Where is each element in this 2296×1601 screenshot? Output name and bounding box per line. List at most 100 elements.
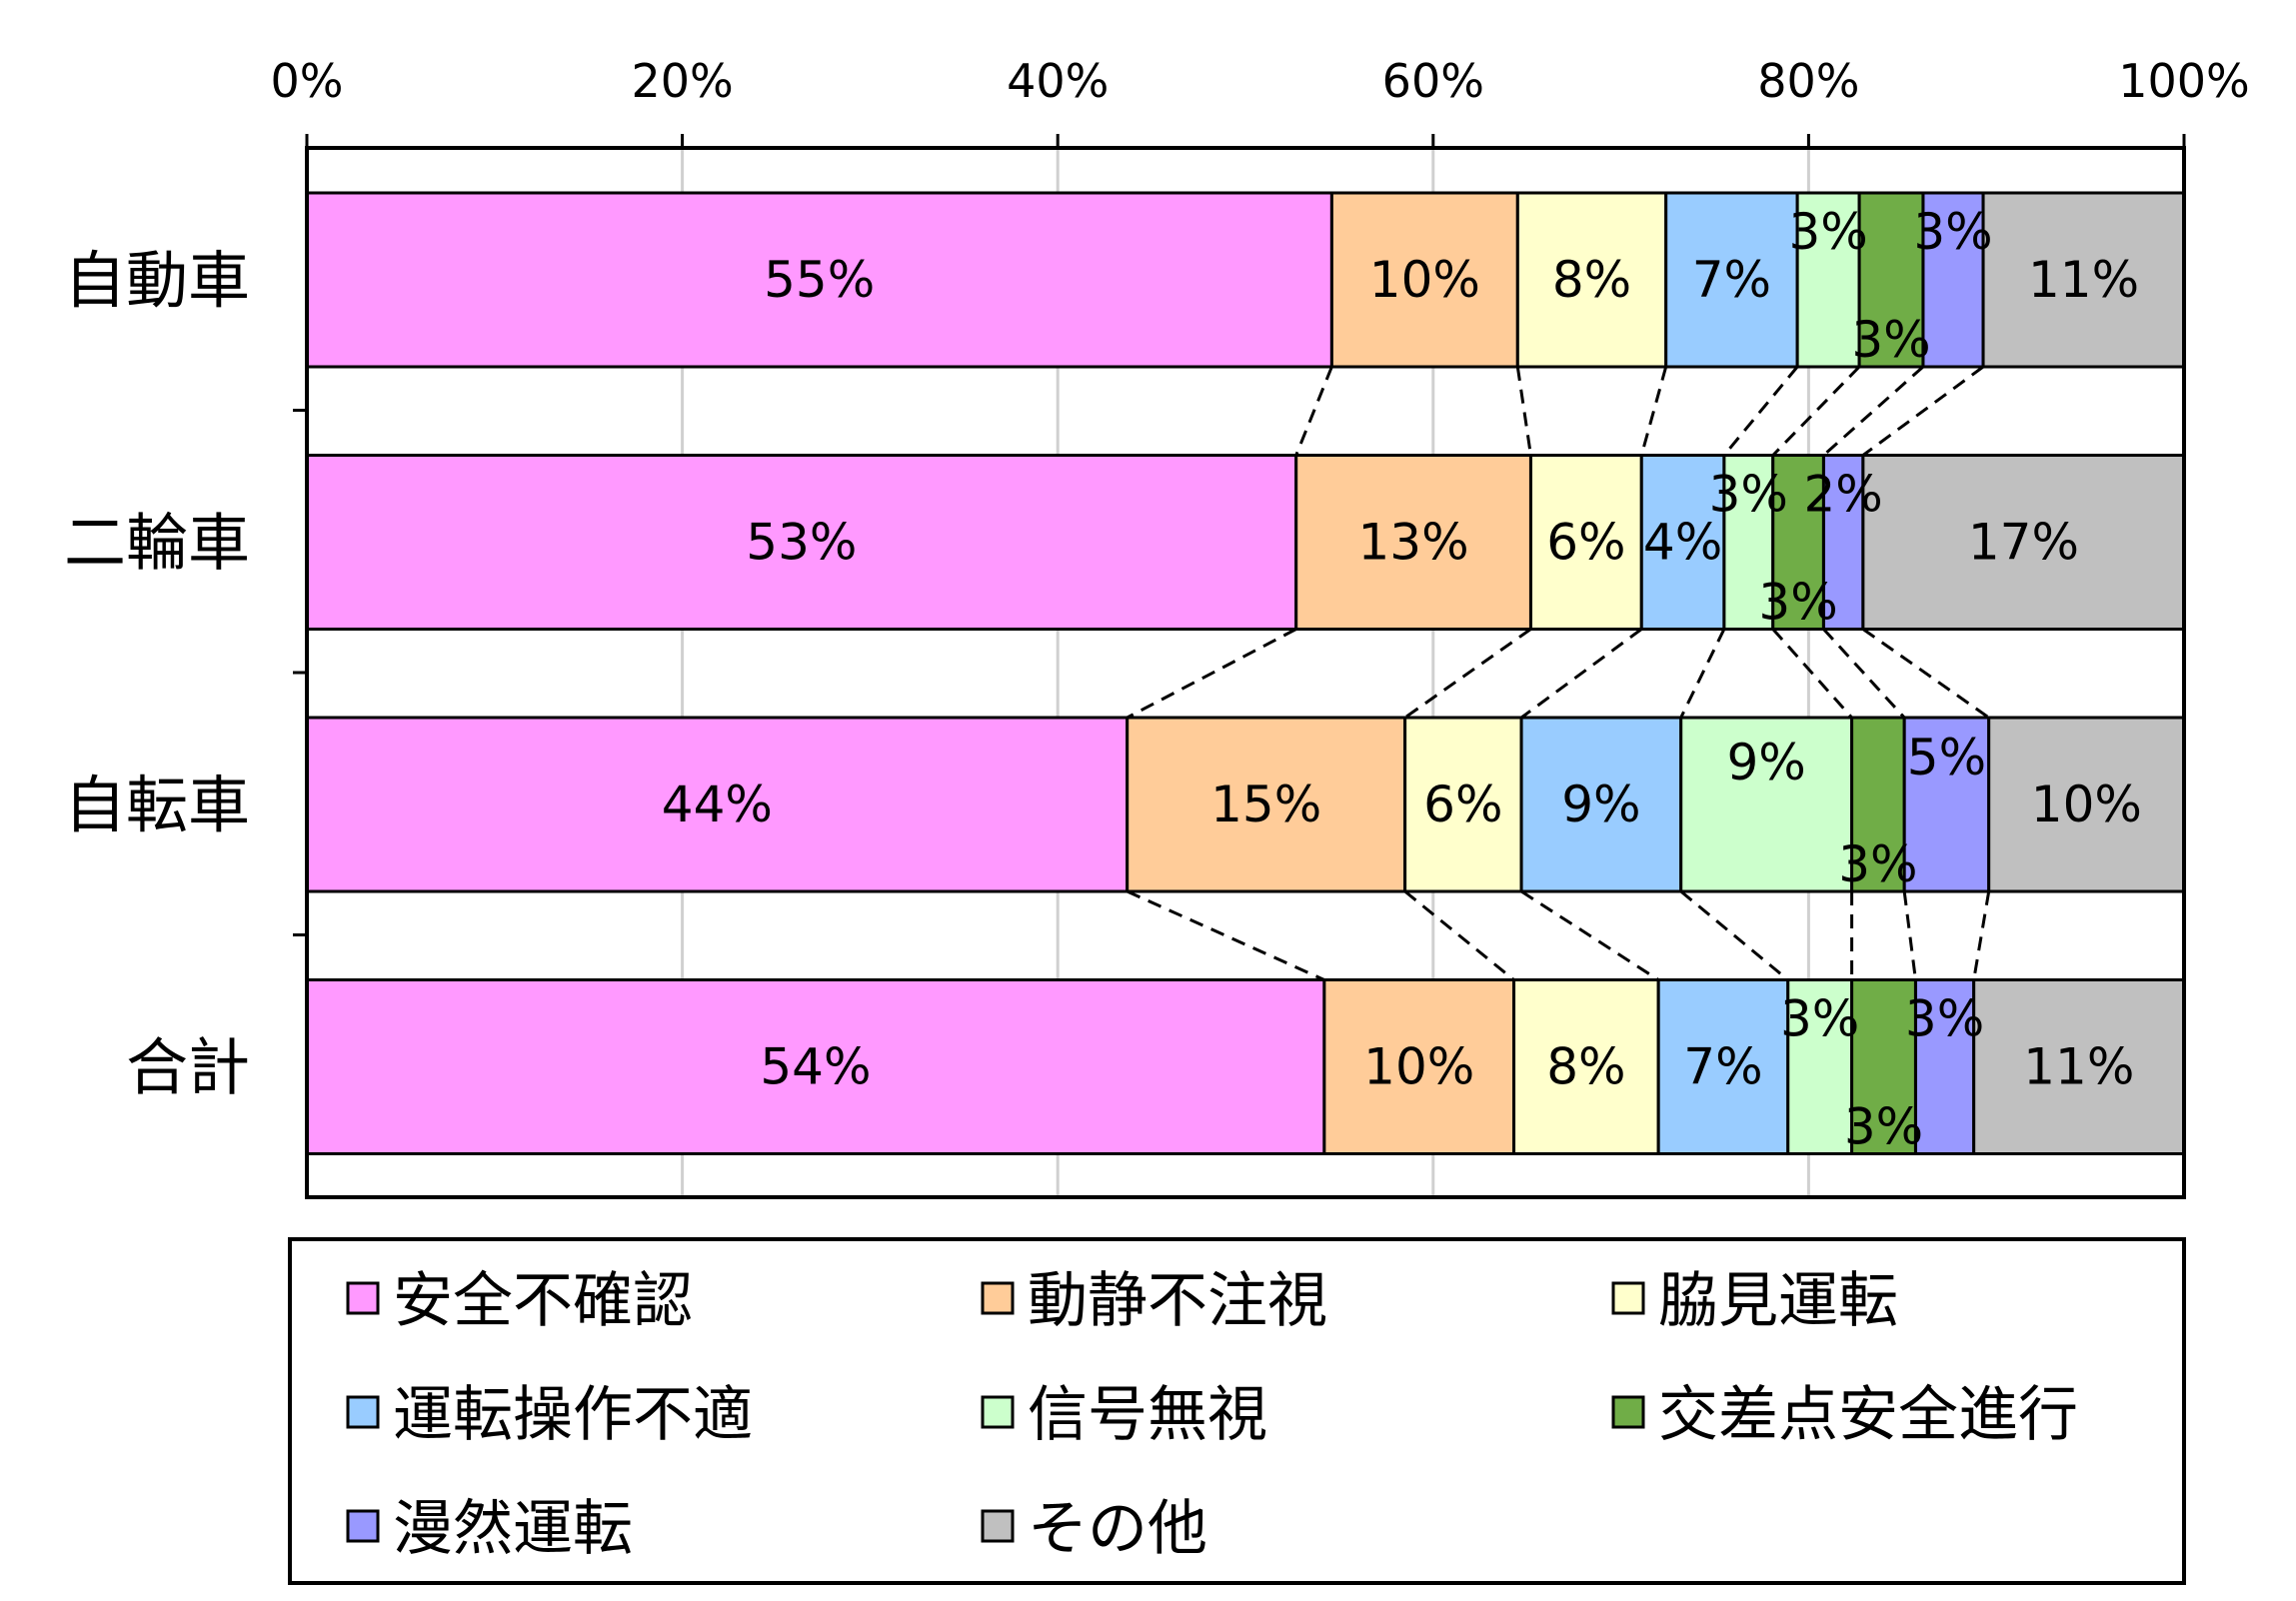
series-connector [1403,889,1515,981]
category-label: 二輪車 [64,507,250,580]
legend-swatch [346,1395,380,1429]
series-connector [1771,365,1861,457]
legend-label: 漫然運転 [393,1494,633,1564]
series-connector [1972,890,1991,980]
legend-label: 運転操作不適 [393,1380,753,1450]
x-tick-label: 80% [1757,54,1859,108]
bar-segment [1921,191,1985,369]
data-label: 3% [1838,835,1917,893]
bar-segment [1679,716,1854,893]
x-tick-label: 100% [2118,54,2250,108]
data-label: 11% [2023,1038,2134,1096]
series-connector [1861,628,1990,720]
series-connector [1771,628,1853,719]
data-label: 6% [1423,776,1502,833]
series-connector [1294,366,1333,457]
bars [305,191,2186,1155]
data-label: 2% [1803,466,1882,524]
x-tick-label: 0% [271,54,344,108]
legend-swatch [1611,1395,1645,1429]
plot-border [305,146,2186,1199]
data-label: 5% [1907,729,1986,787]
series-connector [1822,365,1924,457]
bar-segment [1850,716,1906,893]
data-label: 3% [1913,203,1992,261]
legend-label: 交差点安全進行 [1658,1380,2078,1450]
data-label: 6% [1546,514,1625,572]
data-label: 7% [1692,251,1771,309]
legend-label: 安全不確認 [393,1266,693,1336]
data-label: 10% [1363,1038,1474,1096]
bar-segment [1294,454,1532,631]
series-connector [1679,628,1726,719]
category-label: 自動車 [64,244,250,317]
legend-label: 脇見運転 [1658,1266,1898,1336]
legend-swatch [346,1509,380,1543]
data-label: 53% [746,514,857,572]
data-label: 9% [1561,776,1640,833]
bar-segment [1902,716,1991,893]
data-label: 10% [2031,776,2142,833]
data-label: 3% [1844,1098,1923,1156]
bar-segment [1403,716,1523,893]
series-connector [1403,628,1532,720]
legend-box [288,1237,2186,1585]
series-connector [1520,889,1659,981]
data-labels: 55% 10% 8% 7%3%3%3%11%53% 13% 6% 4%3%3%2%17%44… [662,203,2142,1156]
bar-segment [305,191,1333,369]
legend-swatch [981,1509,1015,1543]
data-label: 15% [1210,776,1321,833]
bar-segment [305,978,1326,1155]
data-label: 13% [1358,514,1469,572]
data-label: 9% [1726,734,1805,792]
category-label: 合計 [126,1031,250,1104]
data-label: 3% [1709,466,1788,524]
x-tick-label: 60% [1382,54,1484,108]
data-label: 3% [1780,990,1859,1048]
bar-segment [1981,191,2186,369]
bar-segment [305,454,1298,631]
data-label: 3% [1788,203,1867,261]
bar-segment [1656,978,1790,1155]
x-tick-label: 20% [631,54,733,108]
legend-label: その他 [1028,1494,1207,1564]
legend-label: 信号無視 [1028,1380,1267,1450]
legend-label: 動静不注視 [1028,1266,1327,1336]
series-connector [1679,889,1789,981]
bar-segment [1528,454,1643,631]
data-label: 11% [2028,251,2139,309]
legend-swatch [346,1281,380,1315]
bar-segment [1821,454,1865,631]
series-connector [1639,366,1668,456]
data-label: 8% [1552,251,1631,309]
series-connectors [1126,365,1991,981]
data-label: 3% [1851,311,1930,369]
data-label: 44% [662,776,773,833]
bar-segment [1329,191,1519,369]
legend-swatch [981,1395,1015,1429]
data-label: 17% [1968,514,2079,572]
data-label: 8% [1546,1038,1625,1096]
bar-segment [1512,978,1660,1155]
bar-segment [1322,978,1516,1155]
series-connector [1127,889,1325,981]
category-label: 自転車 [64,769,250,841]
data-label: 3% [1758,574,1837,632]
data-label: 7% [1683,1038,1762,1096]
bar-segment [1126,716,1407,893]
data-label: 55% [764,251,875,309]
series-connector [1722,366,1799,457]
series-connector [1126,628,1297,720]
bar-segment [305,716,1130,893]
series-connector [1861,365,1984,457]
x-tick-labels: 0% 20% 40% 60% 80% 100% [271,54,2250,108]
legend-swatch [981,1281,1015,1315]
data-label: 10% [1369,251,1480,309]
legend-swatch [1611,1281,1645,1315]
data-label: 4% [1643,514,1722,572]
bar-segment [1861,454,2186,631]
bar-segment [1515,191,1668,369]
